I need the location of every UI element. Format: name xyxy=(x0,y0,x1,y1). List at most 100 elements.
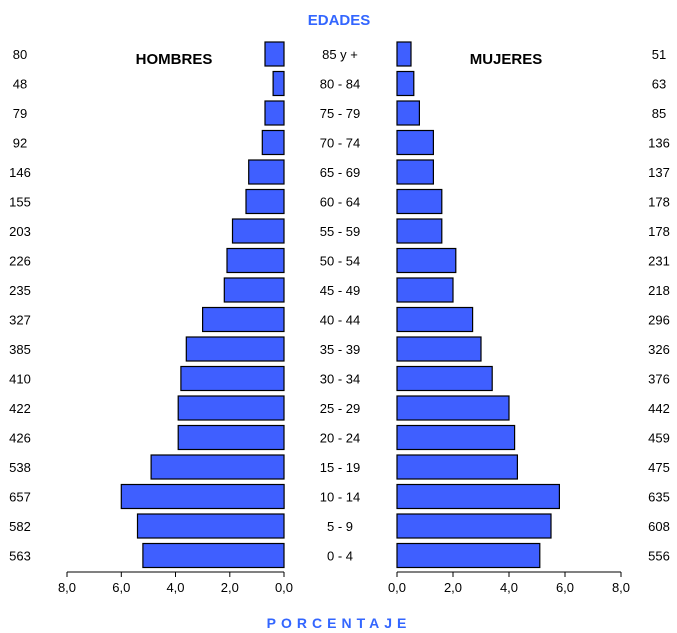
female-count-label: 635 xyxy=(648,490,670,505)
age-group-label: 25 - 29 xyxy=(320,401,360,416)
male-bar xyxy=(136,513,285,539)
female-tick-label: 4,0 xyxy=(500,580,518,595)
female-bar xyxy=(396,159,435,185)
female-count-labels: 51 63 85 136 137 178 178 231 218 296 326 376 442 459 4… xyxy=(648,47,670,564)
female-bar xyxy=(396,513,552,539)
female-bar xyxy=(396,129,435,156)
female-bar xyxy=(396,395,510,421)
female-count-label: 231 xyxy=(648,254,670,269)
female-tick-label: 0,0 xyxy=(388,580,406,595)
male-x-ticks: 8,0 6,0 4,0 2,0 0,0 xyxy=(58,572,293,595)
age-group-label: 50 - 54 xyxy=(320,254,360,269)
male-tick-label: 0,0 xyxy=(275,580,293,595)
age-group-label: 85 y + xyxy=(322,47,358,62)
male-bar xyxy=(177,395,285,421)
female-count-label: 218 xyxy=(648,283,670,298)
male-bar xyxy=(150,454,285,480)
male-count-label: 92 xyxy=(13,136,27,151)
age-group-label: 35 - 39 xyxy=(320,342,360,357)
male-bar xyxy=(185,336,285,362)
female-bar xyxy=(396,218,443,244)
female-tick-label: 2,0 xyxy=(444,580,462,595)
age-group-labels: 85 y + 80 - 84 75 - 79 70 - 74 65 - 69 60 - 6… xyxy=(320,47,360,564)
male-tick-label: 4,0 xyxy=(166,580,184,595)
female-bar xyxy=(396,542,541,569)
male-bars xyxy=(120,41,285,569)
male-bar xyxy=(261,129,285,156)
male-bar xyxy=(177,424,285,451)
male-series-label: HOMBRES xyxy=(136,51,213,68)
female-count-label: 475 xyxy=(648,460,670,475)
male-tick-label: 2,0 xyxy=(221,580,239,595)
male-count-label: 80 xyxy=(13,47,27,62)
male-bar xyxy=(245,188,285,215)
female-count-label: 608 xyxy=(648,519,670,534)
male-count-label: 657 xyxy=(9,490,31,505)
chart-title: EDADES xyxy=(308,12,371,29)
female-count-label: 326 xyxy=(648,342,670,357)
female-x-ticks: 0,0 2,0 4,0 6,0 8,0 xyxy=(388,572,630,595)
age-group-label: 15 - 19 xyxy=(320,460,360,475)
age-group-label: 20 - 24 xyxy=(320,431,360,446)
female-series-label: MUJERES xyxy=(470,51,543,68)
male-bar xyxy=(272,70,285,97)
female-count-label: 85 xyxy=(652,106,666,121)
age-group-label: 5 - 9 xyxy=(327,519,353,534)
age-group-label: 55 - 59 xyxy=(320,224,360,239)
male-tick-label: 8,0 xyxy=(58,580,76,595)
female-tick-label: 8,0 xyxy=(612,580,630,595)
male-count-labels: 80 48 79 92 146 155 203 226 235 327 385 410 422 426 53… xyxy=(9,47,31,564)
male-count-label: 155 xyxy=(9,195,31,210)
male-count-label: 563 xyxy=(9,549,31,564)
male-bar xyxy=(180,365,285,392)
male-bar xyxy=(142,542,285,569)
male-count-label: 385 xyxy=(9,342,31,357)
male-bar xyxy=(120,483,285,510)
female-count-label: 63 xyxy=(652,77,666,92)
female-bar xyxy=(396,336,482,362)
male-count-label: 48 xyxy=(13,77,27,92)
male-bar xyxy=(231,218,285,244)
male-count-label: 538 xyxy=(9,460,31,475)
male-count-label: 410 xyxy=(9,372,31,387)
male-count-label: 422 xyxy=(9,401,31,416)
age-group-label: 40 - 44 xyxy=(320,313,360,328)
female-tick-label: 6,0 xyxy=(556,580,574,595)
male-bar xyxy=(223,277,285,303)
female-count-label: 459 xyxy=(648,431,670,446)
age-group-label: 80 - 84 xyxy=(320,77,360,92)
female-bar xyxy=(396,247,457,274)
male-bar xyxy=(248,159,285,185)
female-bar xyxy=(396,306,474,333)
female-bar xyxy=(396,365,493,392)
female-bar xyxy=(396,454,519,480)
male-bar xyxy=(264,41,285,67)
female-count-label: 137 xyxy=(648,165,670,180)
male-count-label: 226 xyxy=(9,254,31,269)
female-count-label: 136 xyxy=(648,136,670,151)
female-bars xyxy=(396,41,560,569)
female-bar xyxy=(396,100,420,126)
female-count-label: 296 xyxy=(648,313,670,328)
age-group-label: 75 - 79 xyxy=(320,106,360,121)
male-count-label: 203 xyxy=(9,224,31,239)
female-count-label: 178 xyxy=(648,195,670,210)
female-count-label: 51 xyxy=(652,47,666,62)
male-bar xyxy=(202,306,285,333)
male-count-label: 426 xyxy=(9,431,31,446)
male-count-label: 146 xyxy=(9,165,31,180)
age-group-label: 70 - 74 xyxy=(320,136,360,151)
male-count-label: 327 xyxy=(9,313,31,328)
female-bar xyxy=(396,424,516,451)
age-group-label: 60 - 64 xyxy=(320,195,360,210)
female-count-label: 442 xyxy=(648,401,670,416)
female-bar xyxy=(396,41,412,67)
age-group-label: 65 - 69 xyxy=(320,165,360,180)
male-count-label: 79 xyxy=(13,106,27,121)
female-bar xyxy=(396,277,454,303)
female-count-label: 178 xyxy=(648,224,670,239)
male-count-label: 582 xyxy=(9,519,31,534)
female-bar xyxy=(396,483,560,510)
female-bar xyxy=(396,188,443,215)
age-group-label: 45 - 49 xyxy=(320,283,360,298)
